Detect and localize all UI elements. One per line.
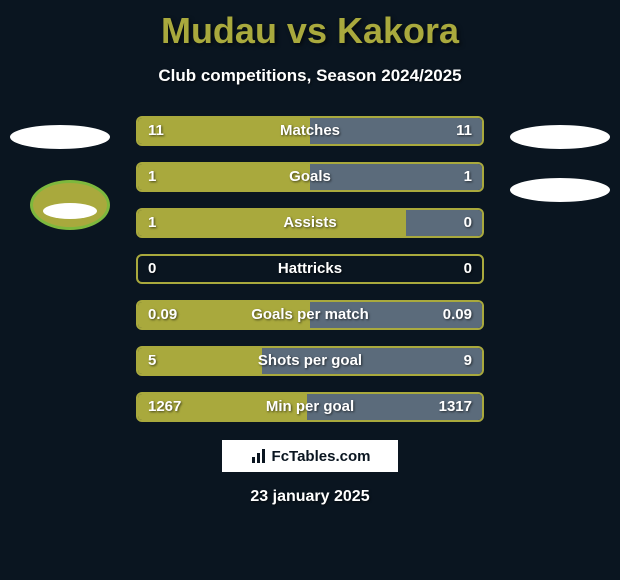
stats-list: 1111Matches 11Goals 10Assists 00Hattricks 0.… (136, 116, 484, 422)
stat-row: 12671317Min per goal (136, 392, 484, 422)
stat-label: Shots per goal (138, 348, 482, 374)
comparison-card: Mudau vs Kakora Club competitions, Seaso… (0, 0, 620, 580)
chart-icon (250, 447, 268, 465)
page-title: Mudau vs Kakora (0, 0, 620, 52)
stat-row: 11Goals (136, 162, 484, 192)
brand-text: FcTables.com (272, 448, 371, 465)
player-right-placeholder-1 (510, 125, 610, 149)
stat-label: Goals per match (138, 302, 482, 328)
stat-row: 59Shots per goal (136, 346, 484, 376)
stat-label: Assists (138, 210, 482, 236)
team-badge-left (30, 180, 110, 230)
player-left-placeholder-1 (10, 125, 110, 149)
stat-row: 00Hattricks (136, 254, 484, 284)
date-text: 23 january 2025 (0, 488, 620, 506)
stat-label: Hattricks (138, 256, 482, 282)
player-right-placeholder-2 (510, 178, 610, 202)
stat-row: 0.090.09Goals per match (136, 300, 484, 330)
stat-label: Goals (138, 164, 482, 190)
brand-logo[interactable]: FcTables.com (220, 438, 400, 474)
stat-row: 1111Matches (136, 116, 484, 146)
stat-label: Min per goal (138, 394, 482, 420)
stat-row: 10Assists (136, 208, 484, 238)
subtitle: Club competitions, Season 2024/2025 (0, 66, 620, 86)
stat-label: Matches (138, 118, 482, 144)
